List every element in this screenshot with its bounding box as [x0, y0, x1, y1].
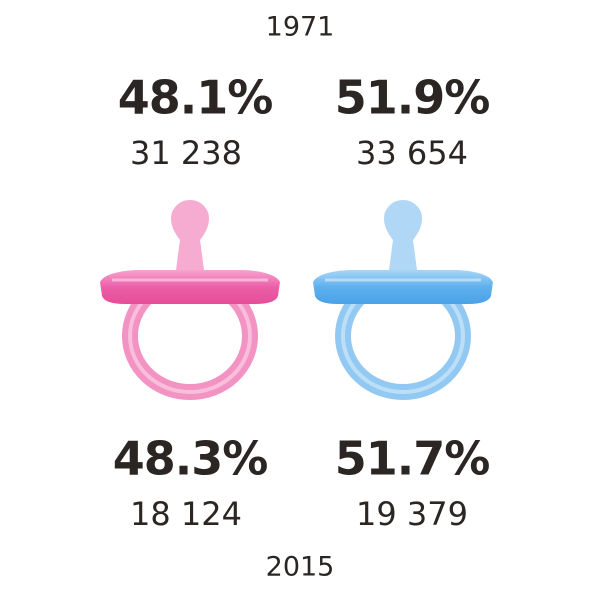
blue-pacifier	[313, 200, 493, 400]
boys-count-top: 33 654	[356, 134, 468, 172]
girls-count-bottom: 18 124	[130, 495, 242, 533]
girls-percent-top: 48.1%	[118, 71, 273, 125]
year-top: 1971	[266, 12, 335, 43]
boys-percent-bottom: 51.7%	[335, 432, 490, 486]
pink-pacifier	[100, 200, 280, 400]
boys-percent-top: 51.9%	[335, 71, 490, 125]
girls-percent-bottom: 48.3%	[113, 432, 268, 486]
boys-count-bottom: 19 379	[356, 495, 468, 533]
girls-count-top: 31 238	[130, 134, 242, 172]
year-bottom: 2015	[266, 552, 335, 583]
